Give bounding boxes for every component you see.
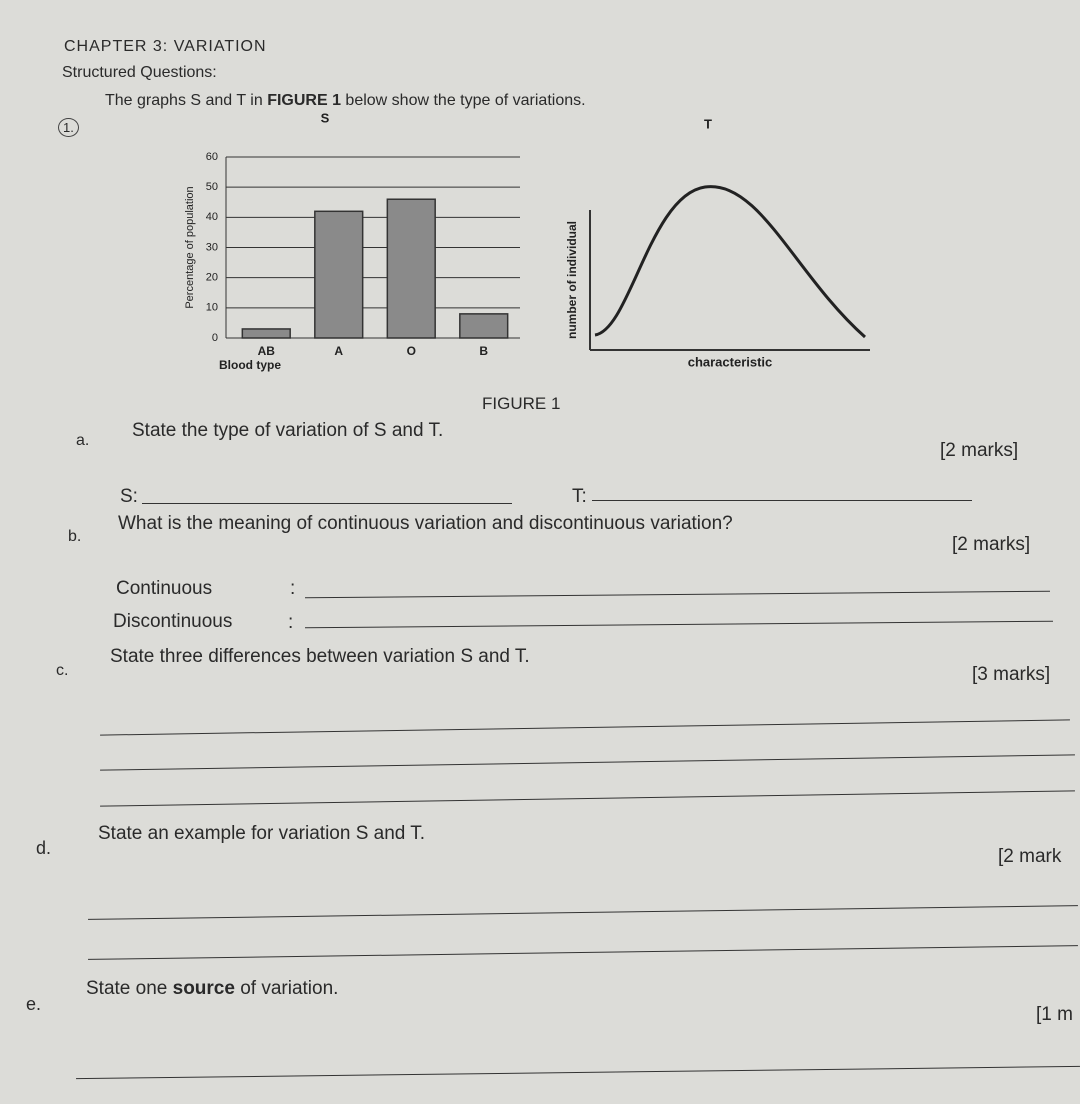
answer-line — [88, 945, 1078, 960]
q-marks: [3 marks] — [972, 664, 1051, 685]
q-marks: [2 marks] — [940, 440, 1019, 461]
intro: The graphs S and T in FIGURE 1 below sho… — [105, 92, 586, 110]
x-tick-label: AB — [258, 344, 276, 358]
answer-line — [100, 754, 1075, 771]
answer-line — [142, 503, 512, 504]
bar — [314, 210, 364, 339]
x-axis-label: characteristic — [688, 354, 773, 369]
separator: : — [288, 612, 294, 633]
x-tick-label: B — [479, 344, 488, 358]
bar — [459, 313, 509, 339]
section-title: Structured Questions: — [62, 64, 217, 81]
chapter-title: CHAPTER 3: VARIATION — [64, 38, 267, 55]
q-label: c. — [56, 662, 69, 679]
q-text: State one source of variation. — [86, 978, 338, 1000]
answer-line — [100, 719, 1070, 736]
q-text: State three differences between variatio… — [110, 646, 530, 667]
bar — [386, 198, 436, 339]
prompt: Continuous — [116, 578, 213, 599]
prompt: S: — [120, 486, 138, 507]
answer-line — [88, 905, 1078, 920]
q-marks: [2 mark — [998, 846, 1062, 867]
intro-bold: FIGURE 1 — [267, 92, 341, 109]
q-text-bold: source — [172, 978, 235, 999]
q-label: d. — [36, 838, 52, 858]
figure-caption: FIGURE 1 — [482, 394, 561, 413]
y-tick-label: 40 — [206, 211, 218, 223]
answer-line — [592, 500, 972, 501]
y-tick-label: 20 — [206, 272, 218, 284]
answer-line — [76, 1065, 1080, 1080]
y-tick-label: 50 — [206, 181, 218, 193]
bell-curve — [594, 185, 866, 339]
y-tick-label: 30 — [206, 241, 218, 253]
q-label: e. — [26, 994, 42, 1014]
q-marks: [2 marks] — [952, 534, 1031, 555]
x-tick-label: O — [407, 344, 416, 358]
intro-text: The graphs S and T in — [105, 92, 268, 109]
answer-line — [305, 620, 1053, 629]
y-tick-label: 10 — [206, 302, 218, 314]
x-axis-label: Blood type — [219, 358, 281, 372]
chart-title: T — [704, 116, 712, 131]
q-label: b. — [68, 528, 82, 545]
q-marks: [1 m — [1036, 1004, 1073, 1025]
q-label: a. — [76, 432, 90, 449]
y-axis-label: Percentage of population — [184, 186, 196, 308]
answer-line — [100, 790, 1075, 807]
q-text: State an example for variation S and T. — [98, 823, 426, 844]
q-text: What is the meaning of continuous variat… — [118, 513, 733, 534]
bar — [241, 328, 291, 339]
y-tick-label: 60 — [206, 151, 218, 163]
prompt: Discontinuous — [113, 611, 233, 632]
y-axis-label: number of individual — [565, 221, 579, 339]
y-tick-label: 0 — [212, 332, 218, 344]
intro-text: below show the type of variations. — [340, 92, 586, 109]
question-number: 1. — [58, 118, 79, 137]
answer-line — [305, 590, 1050, 599]
prompt: T: — [572, 486, 587, 507]
q-text: State the type of variation of S and T. — [132, 420, 444, 441]
q-text-part: State one — [86, 978, 173, 999]
separator: : — [290, 578, 296, 599]
chart-title: S — [321, 110, 330, 125]
q-text-part: of variation. — [234, 978, 339, 999]
x-tick-label: A — [334, 344, 343, 358]
